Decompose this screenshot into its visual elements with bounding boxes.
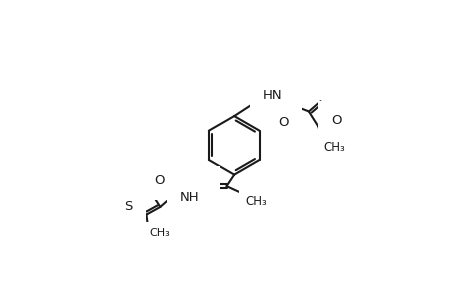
Text: O: O (330, 114, 341, 127)
Text: NH: NH (179, 191, 199, 204)
Text: N: N (196, 179, 206, 192)
Text: S: S (124, 200, 133, 213)
Text: CH₃: CH₃ (323, 142, 345, 154)
Text: CH₃: CH₃ (149, 228, 170, 238)
Text: O: O (154, 174, 164, 187)
Text: HN: HN (263, 89, 282, 102)
Text: CH₃: CH₃ (245, 195, 266, 208)
Text: O: O (278, 116, 288, 129)
